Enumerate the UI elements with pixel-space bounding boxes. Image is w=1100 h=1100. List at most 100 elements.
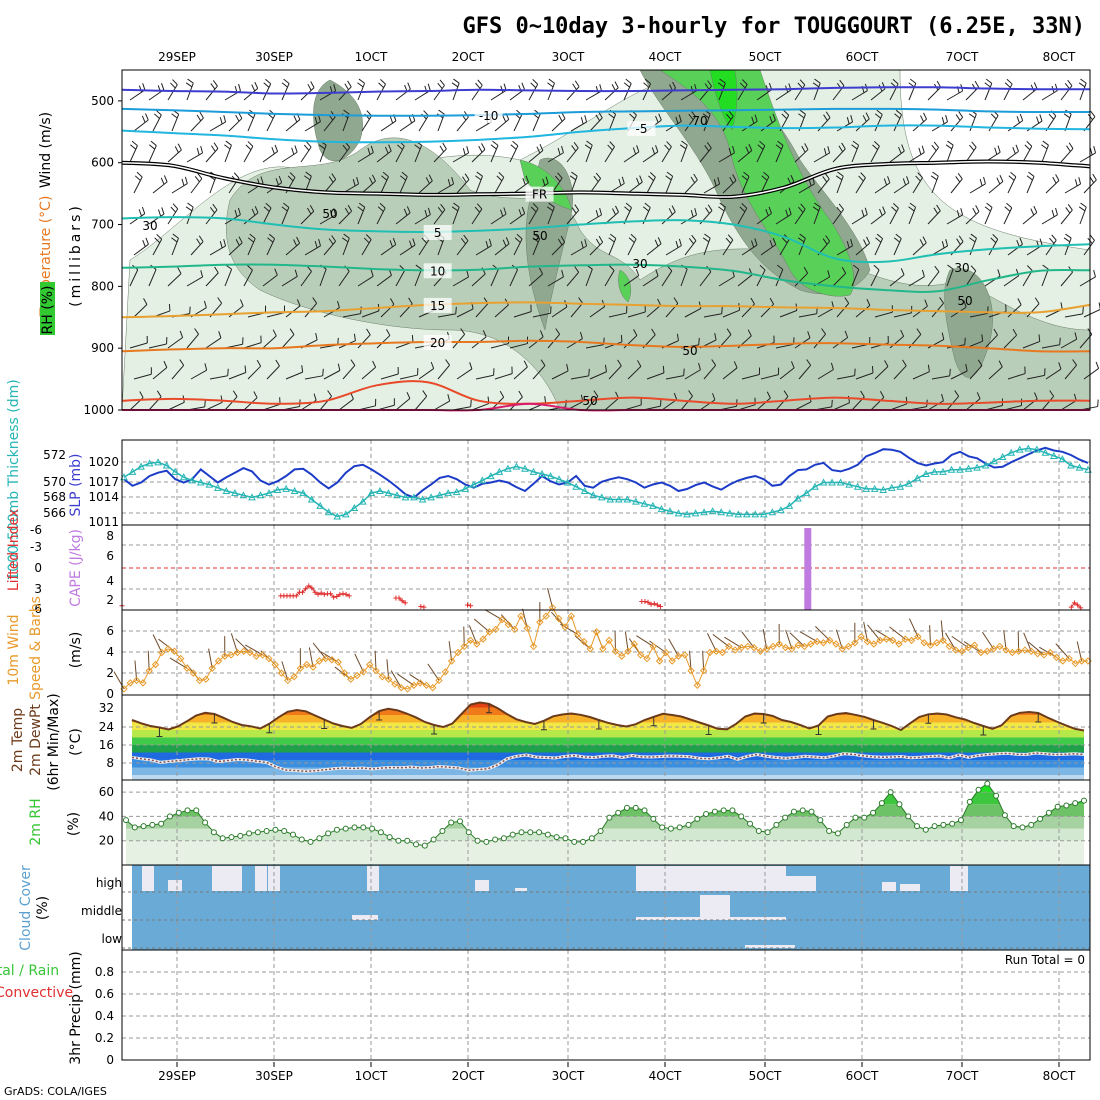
upper-wind-barb-flag: [505, 237, 510, 244]
upper-wind-barb-flag: [851, 144, 858, 150]
temp-unit-label: (°C): [68, 728, 84, 756]
upper-air-labels: Wind (m/s) Temperature (°C) RH (%) (mill…: [38, 112, 84, 335]
upper-wind-barb-flag: [955, 176, 961, 183]
upper-wind-barb-flag: [920, 115, 925, 123]
upper-wind-barb-flag: [1006, 78, 1013, 85]
precip-labels: Total / Rain Convective 3hr Precip (mm): [0, 951, 84, 1064]
upper-wind-barb-flag: [1033, 82, 1038, 89]
wind10m-barb: [815, 626, 831, 641]
lifted-point: [315, 591, 321, 597]
upper-wind-barb: [342, 365, 356, 380]
upper-wind-barb-flag: [633, 329, 638, 336]
upper-wind-barb-flag: [172, 233, 179, 239]
upper-wind-barb-flag: [578, 297, 583, 304]
lifted-point: [399, 598, 405, 604]
bottom-x-tick-label: 3OCT: [552, 1069, 585, 1083]
upper-wind-barb-flag: [363, 237, 370, 244]
thickness-point: [905, 479, 913, 487]
upper-wind-barb-flag: [800, 203, 806, 210]
wind-speed-point: [989, 645, 998, 653]
upper-wind-barb-flag: [1026, 175, 1033, 181]
upper-wind-barb-flag: [415, 264, 422, 270]
upper-wind-barb: [395, 398, 411, 411]
thickness-point: [248, 493, 256, 501]
wind10m-barb: [789, 632, 805, 647]
upper-wind-barb-flag: [557, 238, 563, 246]
upper-wind-barb-flag: [138, 209, 142, 217]
upper-wind-barb-flag: [958, 235, 964, 242]
lifted-point: [309, 585, 315, 591]
rh-point: [667, 825, 674, 832]
wind-speed-point: [353, 671, 361, 680]
upper-wind-barb: [243, 212, 259, 225]
upper-wind-barb: [589, 241, 604, 256]
upper-wind-barb: [304, 302, 318, 318]
upper-wind-barb-flag: [569, 175, 577, 181]
rh-contour-label: 30: [632, 257, 647, 271]
bottom-x-tick-label: 30SEP: [255, 1069, 293, 1083]
upper-wind-barb-flag: [717, 177, 721, 185]
upper-wind-barb-flag: [427, 207, 431, 215]
upper-wind-barb-flag: [275, 178, 279, 186]
wind-speed-point: [681, 651, 689, 659]
upper-wind-barb: [775, 396, 789, 411]
thickness-point: [913, 474, 922, 482]
isotherm-label: -10: [479, 109, 499, 123]
upper-wind-barb-flag: [732, 145, 735, 153]
upper-wind-barb-flag: [799, 79, 806, 86]
upper-wind-barb-flag: [251, 84, 256, 92]
rh-point: [474, 837, 481, 844]
upper-wind-barb: [623, 275, 639, 287]
upper-wind-barb: [228, 372, 246, 380]
upper-wind-barb-flag: [714, 332, 717, 341]
rh-point: [465, 829, 472, 836]
upper-wind-barb-flag: [463, 234, 469, 242]
upper-wind-barb: [912, 371, 930, 380]
rh-point: [281, 828, 288, 834]
thickness-point: [811, 482, 819, 490]
rh-point: [817, 817, 824, 824]
upper-wind-barb-flag: [428, 174, 433, 182]
wind-speed-point: [454, 648, 462, 657]
bottom-x-tick-label: 4OCT: [649, 1069, 682, 1083]
upper-wind-barb-flag: [301, 365, 304, 373]
thickness-point: [734, 510, 743, 518]
wind-speed-point: [945, 642, 954, 651]
upper-wind-barb-flag: [741, 175, 748, 181]
lifted-point: [293, 593, 299, 599]
upper-wind-barb-flag: [439, 145, 445, 153]
upper-wind-barb-flag: [329, 210, 333, 218]
upper-wind-barb-flag: [282, 202, 290, 208]
rh-point: [553, 834, 560, 841]
upper-wind-barb-flag: [725, 237, 732, 244]
thickness-point: [1050, 451, 1058, 459]
upper-wind-barb-flag: [838, 145, 844, 153]
cloud-unit-label: (%): [35, 896, 51, 920]
wind-speed-point: [359, 668, 368, 676]
upper-wind-barb: [243, 269, 253, 287]
upper-wind-barb: [1041, 344, 1060, 349]
upper-wind-barb-flag: [1074, 332, 1078, 340]
upper-wind-barb: [1079, 276, 1096, 287]
upper-wind-barb-flag: [806, 359, 812, 366]
upper-wind-barb-flag: [406, 206, 411, 214]
upper-wind-barb: [471, 403, 489, 411]
rh-point: [984, 780, 991, 787]
upper-wind-barb-flag: [268, 233, 275, 240]
thickness-point: [444, 489, 453, 497]
upper-wind-barb-flag: [160, 177, 165, 185]
upper-wind-barb: [266, 365, 280, 380]
upper-wind-barb-flag: [312, 297, 318, 304]
upper-wind-barb-flag: [974, 80, 980, 88]
upper-wind-barb: [494, 177, 505, 194]
upper-wind-barb: [361, 239, 372, 256]
wind-speed-point: [265, 654, 273, 663]
upper-wind-barb-flag: [666, 141, 672, 148]
wind10m-barb: [230, 633, 238, 653]
wind-speed-point: [189, 669, 198, 677]
upper-wind-barb-flag: [972, 207, 977, 215]
upper-wind-barb: [513, 238, 523, 256]
upper-wind-barb: [699, 399, 716, 411]
cloud-gap: [255, 866, 267, 891]
wind-speed-point: [422, 681, 431, 689]
